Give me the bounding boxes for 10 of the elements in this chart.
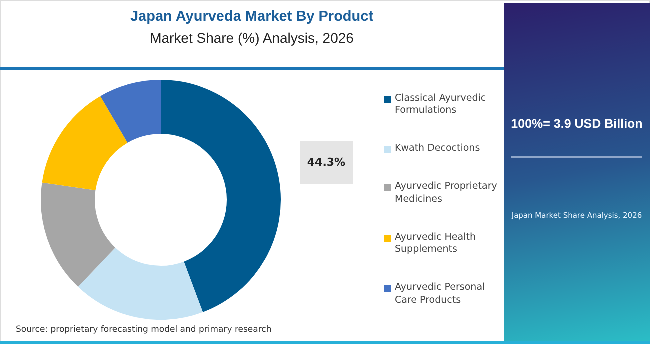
legend-label: Kwath Decoctions [395,143,480,156]
data-label: 44.3% [300,141,353,184]
legend-label: Ayurvedic Health Supplements [395,232,477,257]
legend-label: Ayurvedic Proprietary Medicines [395,181,498,206]
chart-subtitle: Market Share (%) Analysis, 2026 [149,30,355,46]
source-note: Source: proprietary forecasting model and primary research [16,325,272,335]
text: 100%= 3.9 USD Billion [510,117,644,131]
chart-title: Japan Ayurveda Market By Product [129,9,375,25]
legend-label: Classical Ayurvedic Formulations [395,92,488,118]
legend-label: Ayurvedic Personal Care Products [395,282,486,308]
